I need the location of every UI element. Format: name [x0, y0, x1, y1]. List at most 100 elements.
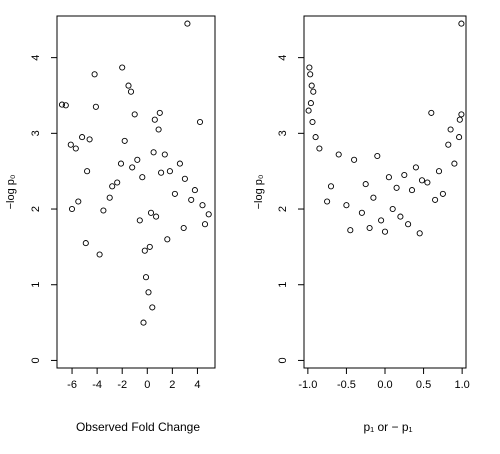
data-point: [75, 198, 82, 205]
data-point: [82, 240, 89, 247]
data-point: [68, 205, 76, 213]
data-point: [335, 151, 342, 158]
data-point: [366, 224, 373, 232]
data-point: [164, 236, 171, 243]
data-point: [84, 168, 91, 175]
x-axis-right: -1.0 -0.5 0.0 0.5 1.0: [298, 368, 470, 391]
data-point: [131, 111, 138, 118]
data-point: [125, 82, 132, 89]
data-point: [458, 111, 465, 118]
y-tick-label: 1: [30, 282, 42, 288]
data-point: [72, 145, 79, 152]
data-point: [416, 230, 423, 237]
data-point: [201, 221, 209, 228]
data-point: [58, 101, 66, 108]
data-point: [92, 103, 99, 110]
x-tick-label: -0.5: [337, 379, 356, 391]
data-point: [393, 184, 400, 191]
panel-right: -1.0 -0.5 0.0 0.5 1.0 0 1 2 3 4 p₁ or − p₁ −log …: [253, 15, 470, 434]
data-point: [432, 196, 439, 203]
data-point: [181, 175, 188, 182]
data-point: [389, 205, 396, 213]
data-point: [351, 156, 358, 163]
data-point: [378, 217, 385, 224]
data-point: [401, 171, 408, 179]
data-point: [324, 198, 331, 205]
data-point: [308, 82, 315, 89]
y-tick-label: 2: [277, 206, 289, 212]
data-point: [307, 100, 314, 107]
data-point: [456, 116, 463, 123]
data-point: [309, 118, 316, 126]
data-point: [305, 107, 312, 114]
data-point: [362, 181, 369, 188]
data-point: [456, 134, 463, 141]
data-point: [151, 116, 158, 123]
y-tick-label: 3: [277, 130, 289, 136]
data-point: [153, 213, 160, 220]
plot-area-left: [56, 15, 216, 369]
data-point: [62, 102, 69, 109]
y-axis-left: 0 1 2 3 4: [30, 55, 57, 363]
data-point: [117, 160, 125, 167]
data-point: [136, 217, 143, 224]
data-point: [134, 156, 141, 163]
x-axis-label-right: p₁ or − p₁: [363, 420, 412, 434]
y-tick-label: 4: [30, 55, 42, 61]
data-point: [171, 190, 178, 197]
data-point: [458, 20, 465, 27]
data-point: [146, 243, 153, 250]
data-point: [310, 88, 317, 95]
data-point: [385, 174, 392, 181]
data-point: [439, 190, 446, 197]
panel-left: -6 -4 -2 0 2 4 0 1 2 3 4 Observed Fold Change −lo…: [5, 15, 216, 434]
data-point: [149, 304, 156, 311]
data-point: [451, 160, 458, 167]
data-point: [166, 168, 173, 175]
data-point: [67, 141, 74, 148]
data-point: [121, 137, 128, 144]
data-point: [307, 71, 314, 78]
data-point: [358, 209, 365, 216]
x-tick-label: 0: [144, 379, 150, 391]
data-point: [161, 151, 168, 158]
data-point: [96, 251, 103, 258]
data-point: [114, 179, 121, 186]
data-point: [447, 126, 454, 133]
x-tick-label: -1.0: [298, 379, 317, 391]
data-point: [100, 207, 107, 214]
x-tick-label: -2: [117, 379, 127, 391]
data-point: [140, 319, 147, 326]
data-point: [445, 141, 452, 148]
y-tick-label: 4: [277, 55, 289, 61]
data-point: [79, 134, 86, 141]
data-point: [180, 224, 187, 232]
x-tick-label: -6: [67, 379, 77, 391]
data-point: [412, 164, 419, 171]
x-tick-label: 1.0: [454, 379, 469, 391]
data-point: [405, 221, 412, 228]
data-point: [205, 211, 212, 218]
data-point: [150, 149, 157, 156]
data-point: [145, 289, 152, 296]
data-point: [312, 134, 319, 141]
x-tick-label: 0.5: [416, 379, 431, 391]
data-point: [199, 202, 206, 209]
data-point: [142, 274, 150, 281]
y-tick-label: 3: [30, 130, 42, 136]
data-point: [158, 169, 165, 176]
data-point: [343, 202, 350, 209]
y-axis-label-right: −log p₀: [253, 175, 265, 210]
y-tick-label: 0: [30, 357, 42, 363]
y-tick-label: 1: [277, 282, 289, 288]
data-point: [119, 64, 126, 71]
data-point: [435, 168, 443, 175]
data-point: [188, 196, 195, 203]
data-point: [191, 187, 198, 194]
data-point: [141, 247, 148, 254]
data-point: [397, 213, 404, 220]
data-point: [408, 187, 416, 194]
data-point: [370, 194, 377, 201]
data-point: [155, 126, 162, 133]
